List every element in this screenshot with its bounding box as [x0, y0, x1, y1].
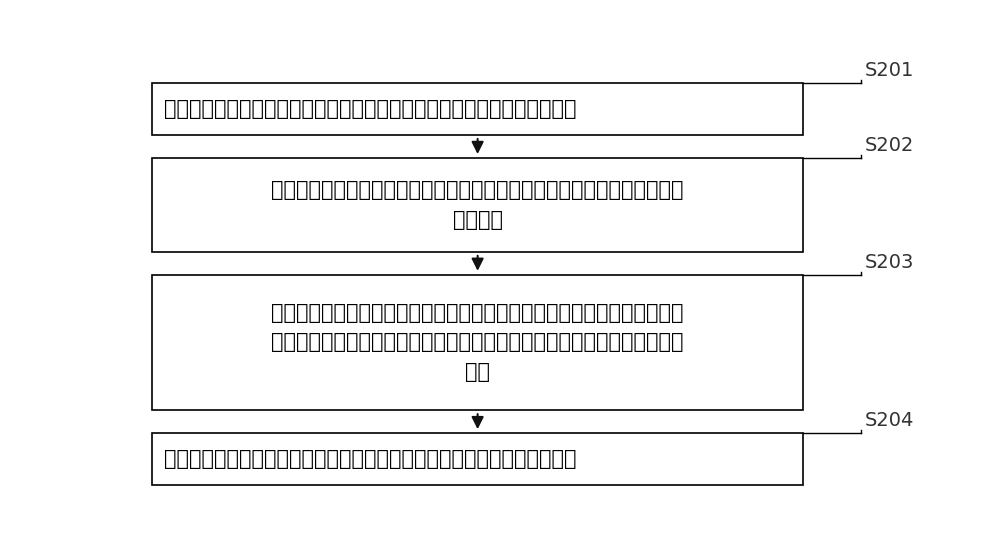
Bar: [152, 158, 803, 252]
Text: S203: S203: [865, 252, 914, 272]
Bar: [152, 83, 803, 135]
Bar: [152, 433, 803, 485]
Text: 根据该使浮充电压到达的预设的阈值，配置该铅酸蓄电池在局部或部分失去
充电电流: 根据该使浮充电压到达的预设的阈值，配置该铅酸蓄电池在局部或部分失去 充电电流: [271, 180, 684, 230]
Text: S204: S204: [865, 411, 914, 430]
Text: S201: S201: [865, 60, 914, 80]
Text: 根据该配置的该铅酸蓄电池在局部或部分失去的充电电流，动态控制该铅酸
蓄电池的充电电流，使铅酸蓄电池的浮充电压稳定在标准浮充电压的预设范
围内: 根据该配置的该铅酸蓄电池在局部或部分失去的充电电流，动态控制该铅酸 蓄电池的充电…: [271, 303, 684, 382]
Text: 动态调节铅酸蓄电池中每节蓄电池的浮充电流，使浮充电压到达预设的阈值: 动态调节铅酸蓄电池中每节蓄电池的浮充电流，使浮充电压到达预设的阈值: [164, 99, 576, 119]
Text: S202: S202: [865, 136, 914, 155]
Text: 制御该浮充电流，使浮充电压稳定在预设的阈值的该每节蓄电池的浮充电流: 制御该浮充电流，使浮充电压稳定在预设的阈值的该每节蓄电池的浮充电流: [164, 449, 576, 469]
Bar: [152, 275, 803, 410]
